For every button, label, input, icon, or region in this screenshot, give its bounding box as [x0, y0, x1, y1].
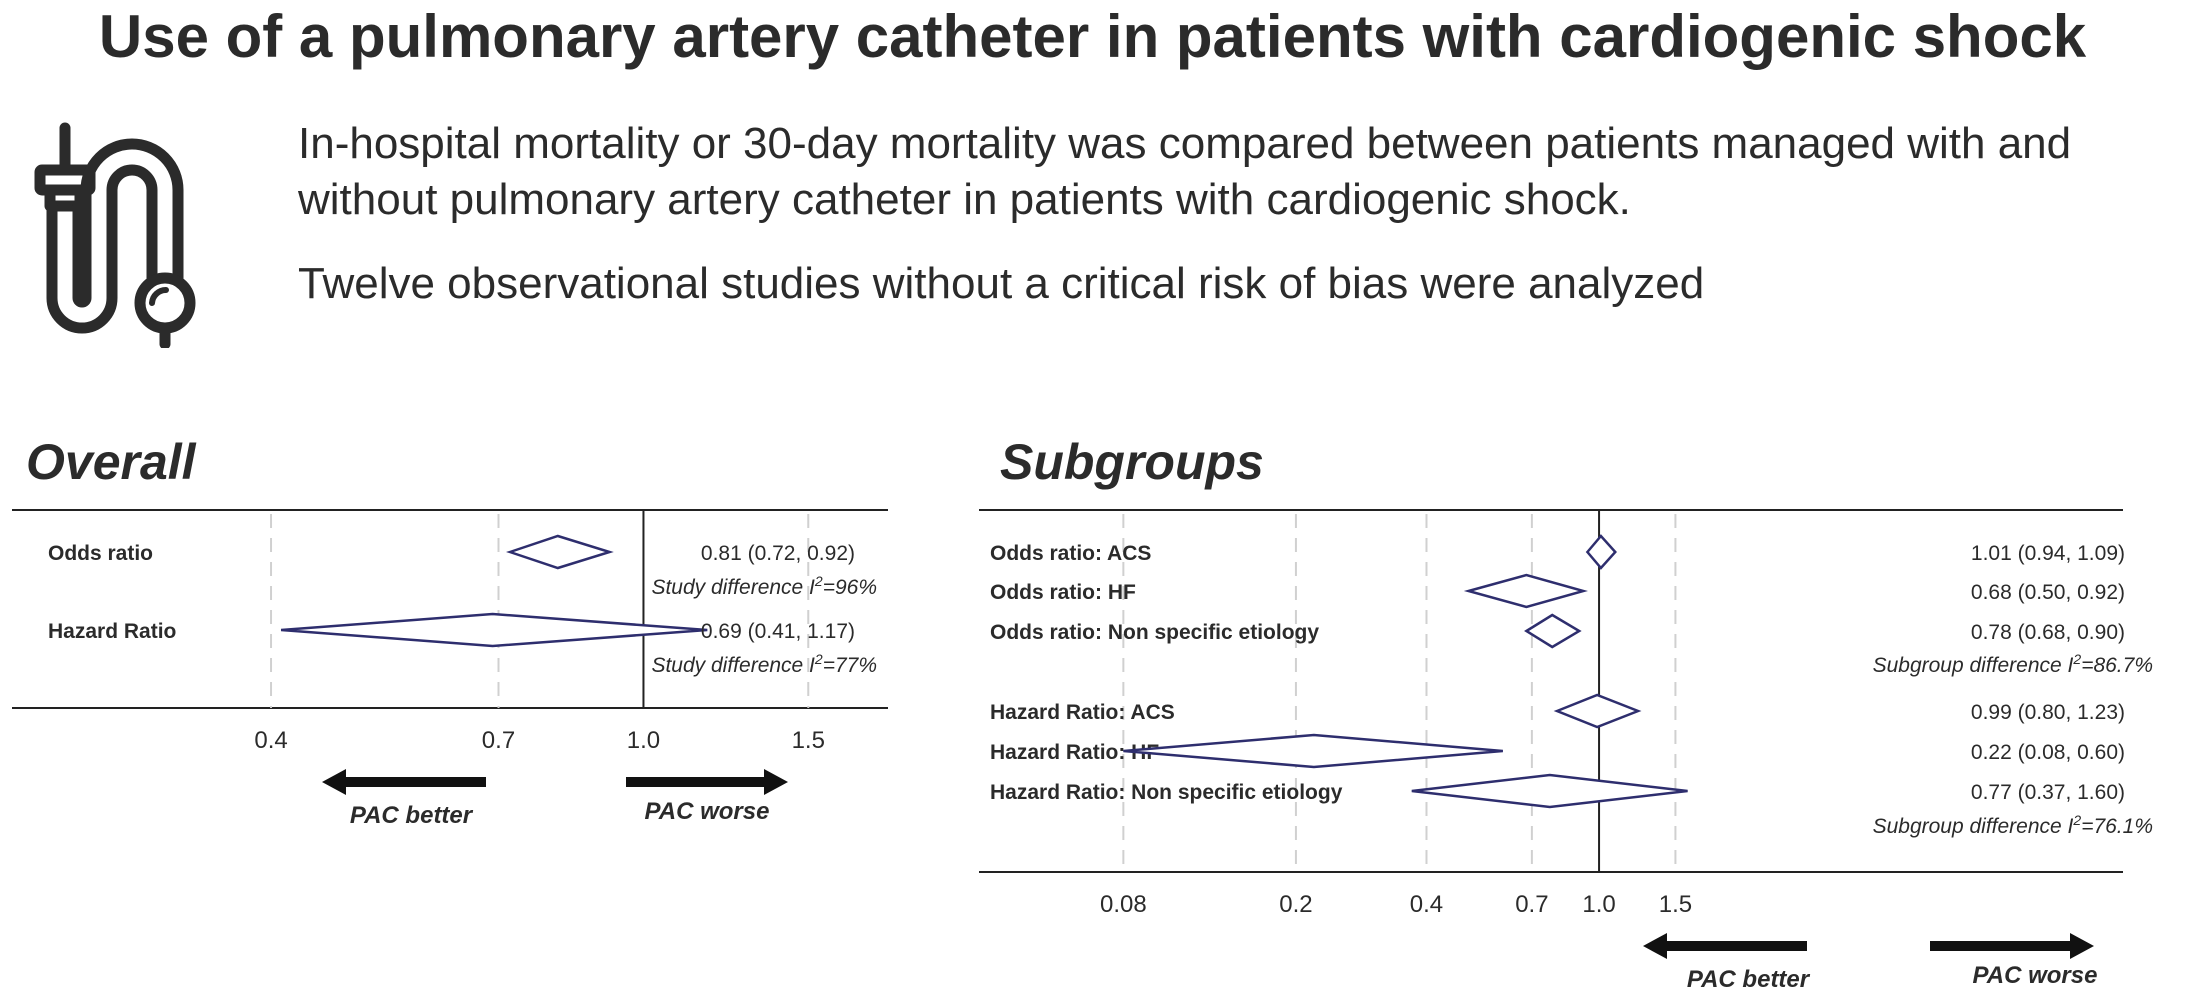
estimate-diamond	[1524, 613, 1582, 649]
estimate-value: 0.77 (0.37, 1.60)	[1971, 781, 2125, 804]
row-label: Hazard Ratio: Non specific etiology	[990, 781, 1343, 804]
x-tick-label: 1.5	[1659, 891, 1692, 918]
estimate-diamond	[1411, 773, 1688, 809]
x-tick-label: 0.4	[1410, 891, 1443, 918]
estimate-value: 0.22 (0.08, 0.60)	[1971, 741, 2125, 764]
row-label: Hazard Ratio: HF	[990, 741, 1159, 764]
pac-worse-arrow	[1930, 933, 2094, 959]
row-label: Odds ratio: ACS	[990, 542, 1151, 565]
intro-line-2: Twelve observational studies without a c…	[298, 259, 1705, 308]
catheter-icon	[30, 118, 240, 350]
pac-better-arrow	[1643, 933, 1807, 959]
row-label: Odds ratio: Non specific etiology	[990, 621, 1319, 644]
x-tick-label: 1.0	[1582, 891, 1615, 918]
estimate-value: 0.68 (0.50, 0.92)	[1971, 581, 2125, 604]
row-label: Hazard Ratio	[48, 620, 176, 643]
estimate-diamond	[505, 534, 614, 570]
estimate-diamond	[1585, 534, 1617, 570]
estimate-diamond	[1553, 693, 1642, 729]
estimate-value: 0.69 (0.41, 1.17)	[701, 620, 855, 643]
subgroups-forest-plot: 0.08 0.2 0.4 0.7 1.0 1.5 Odds ratio: ACS 1.01 (…	[979, 509, 2153, 993]
pac-better-label: PAC better	[350, 802, 474, 829]
subgroups-title: Subgroups	[1000, 434, 1264, 490]
intro-line-1: In-hospital mortality or 30-day mortalit…	[298, 119, 2072, 224]
heterogeneity-note: Study difference I2=96%	[651, 573, 877, 599]
row-label: Odds ratio: HF	[990, 581, 1136, 604]
page-title: Use of a pulmonary artery catheter in pa…	[98, 3, 2087, 70]
x-tick-label: 0.08	[1100, 891, 1147, 918]
row-label: Hazard Ratio: ACS	[990, 701, 1175, 724]
estimate-diamond	[1463, 573, 1588, 609]
overall-forest-plot: 0.4 0.7 1.0 1.5 Odds ratio 0.81 (0.72, 0.92) S…	[12, 509, 888, 829]
pac-worse-arrow	[626, 769, 788, 795]
heterogeneity-note: Study difference I2=77%	[651, 651, 877, 677]
subgroup-difference-note: Subgroup difference I2=76.1%	[1873, 812, 2153, 838]
x-tick-label: 0.7	[1515, 891, 1548, 918]
estimate-diamond	[1123, 733, 1503, 769]
estimate-value: 0.99 (0.80, 1.23)	[1971, 701, 2125, 724]
x-tick-label: 0.4	[254, 727, 287, 754]
pac-better-arrow	[322, 769, 486, 795]
estimate-value: 0.81 (0.72, 0.92)	[701, 542, 855, 565]
estimate-value: 1.01 (0.94, 1.09)	[1971, 542, 2125, 565]
x-tick-label: 1.0	[627, 727, 660, 754]
estimate-diamond	[280, 612, 708, 648]
overall-title: Overall	[26, 434, 196, 490]
estimate-value: 0.78 (0.68, 0.90)	[1971, 621, 2125, 644]
x-tick-label: 1.5	[792, 727, 825, 754]
row-label: Odds ratio	[48, 542, 153, 565]
x-tick-label: 0.2	[1279, 891, 1312, 918]
pac-better-label: PAC better	[1687, 966, 1811, 993]
pac-worse-label: PAC worse	[1973, 962, 2098, 989]
subgroup-difference-note: Subgroup difference I2=86.7%	[1873, 651, 2153, 677]
x-tick-label: 0.7	[482, 727, 515, 754]
pac-worse-label: PAC worse	[645, 798, 770, 825]
intro-text: In-hospital mortality or 30-day mortalit…	[298, 116, 2138, 340]
